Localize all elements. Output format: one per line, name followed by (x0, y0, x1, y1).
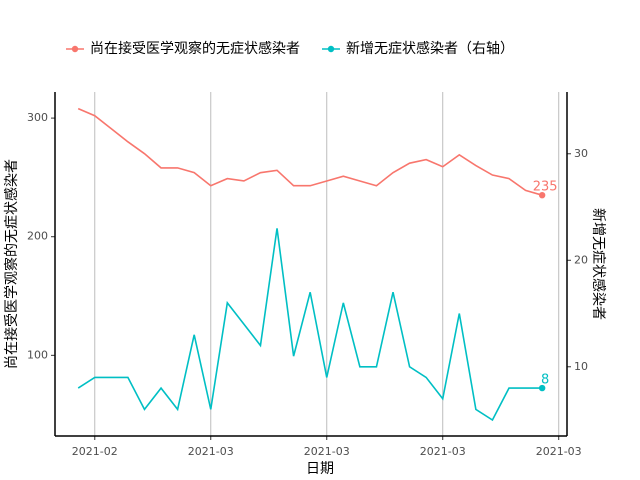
end-point (538, 192, 546, 199)
x-tick-label: 2021-02 (72, 445, 118, 458)
y2-axis-label: 新增无症状感染者 (590, 208, 607, 320)
legend-label: 尚在接受医学观察的无症状感染者 (90, 40, 300, 57)
y-tick-label: 300 (27, 111, 48, 124)
legend-label: 新增无症状感染者（右轴） (346, 40, 514, 57)
x-tick-label: 2021-03 (420, 445, 466, 458)
end-point (538, 384, 546, 392)
y2-tick-label: 30 (574, 147, 588, 160)
x-tick-label: 2021-03 (188, 445, 234, 458)
data-label: 8 (541, 373, 549, 388)
y2-tick-label: 20 (574, 253, 588, 266)
y2-tick-label: 10 (574, 360, 588, 373)
x-tick-label: 2021-03 (304, 445, 350, 458)
x-axis-label: 日期 (306, 461, 334, 477)
y-axis-label: 尚在接受医学观察的无症状感染者 (3, 159, 20, 369)
y-tick-label: 100 (27, 348, 48, 361)
x-tick-label: 2021-03 (536, 445, 582, 458)
series-line (77, 107, 543, 196)
legend-swatch (327, 45, 335, 53)
legend-swatch (71, 45, 79, 53)
series-line (77, 228, 543, 422)
data-label: 235 (533, 180, 558, 195)
y-tick-label: 200 (27, 230, 48, 243)
